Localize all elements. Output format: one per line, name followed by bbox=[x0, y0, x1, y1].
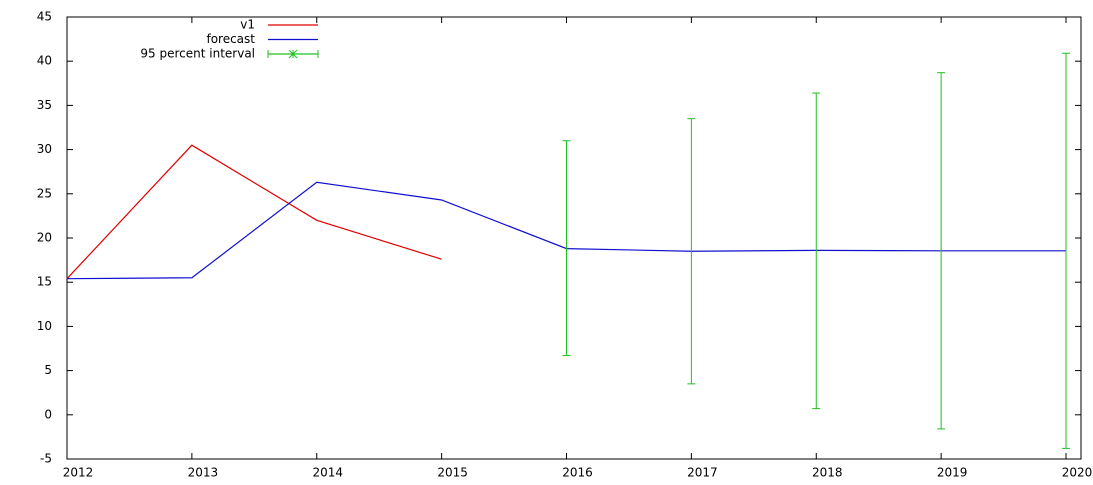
y-tick-label: 40 bbox=[37, 54, 52, 68]
x-tick-label: 2019 bbox=[937, 466, 968, 480]
y-tick-label: 0 bbox=[44, 407, 52, 421]
x-tick-label: 2014 bbox=[312, 466, 343, 480]
y-tick-label: 10 bbox=[37, 319, 52, 333]
series-line bbox=[66, 144, 442, 280]
legend-label: 95 percent interval bbox=[140, 47, 255, 61]
legend-point bbox=[288, 49, 298, 59]
x-tick-label: 2012 bbox=[63, 466, 94, 480]
y-tick-label: 30 bbox=[37, 142, 52, 156]
x-tick-label: 2013 bbox=[188, 466, 219, 480]
y-tick-label: 20 bbox=[37, 231, 52, 245]
y-tick-label: 15 bbox=[37, 275, 52, 289]
x-tick-label: 2015 bbox=[437, 466, 468, 480]
y-tick-label: 25 bbox=[37, 186, 52, 200]
x-tick-label: 2017 bbox=[687, 466, 718, 480]
x-tick-label: 2018 bbox=[812, 466, 843, 480]
y-tick-label: -5 bbox=[40, 452, 52, 466]
legend-label: v1 bbox=[240, 18, 255, 32]
legend-label: forecast bbox=[206, 32, 255, 46]
x-tick-label: 2020 bbox=[1062, 466, 1093, 480]
y-tick-label: 5 bbox=[44, 363, 52, 377]
x-tick-label: 2016 bbox=[562, 466, 593, 480]
y-tick-label: 45 bbox=[37, 10, 52, 24]
y-tick-label: 35 bbox=[37, 98, 52, 112]
